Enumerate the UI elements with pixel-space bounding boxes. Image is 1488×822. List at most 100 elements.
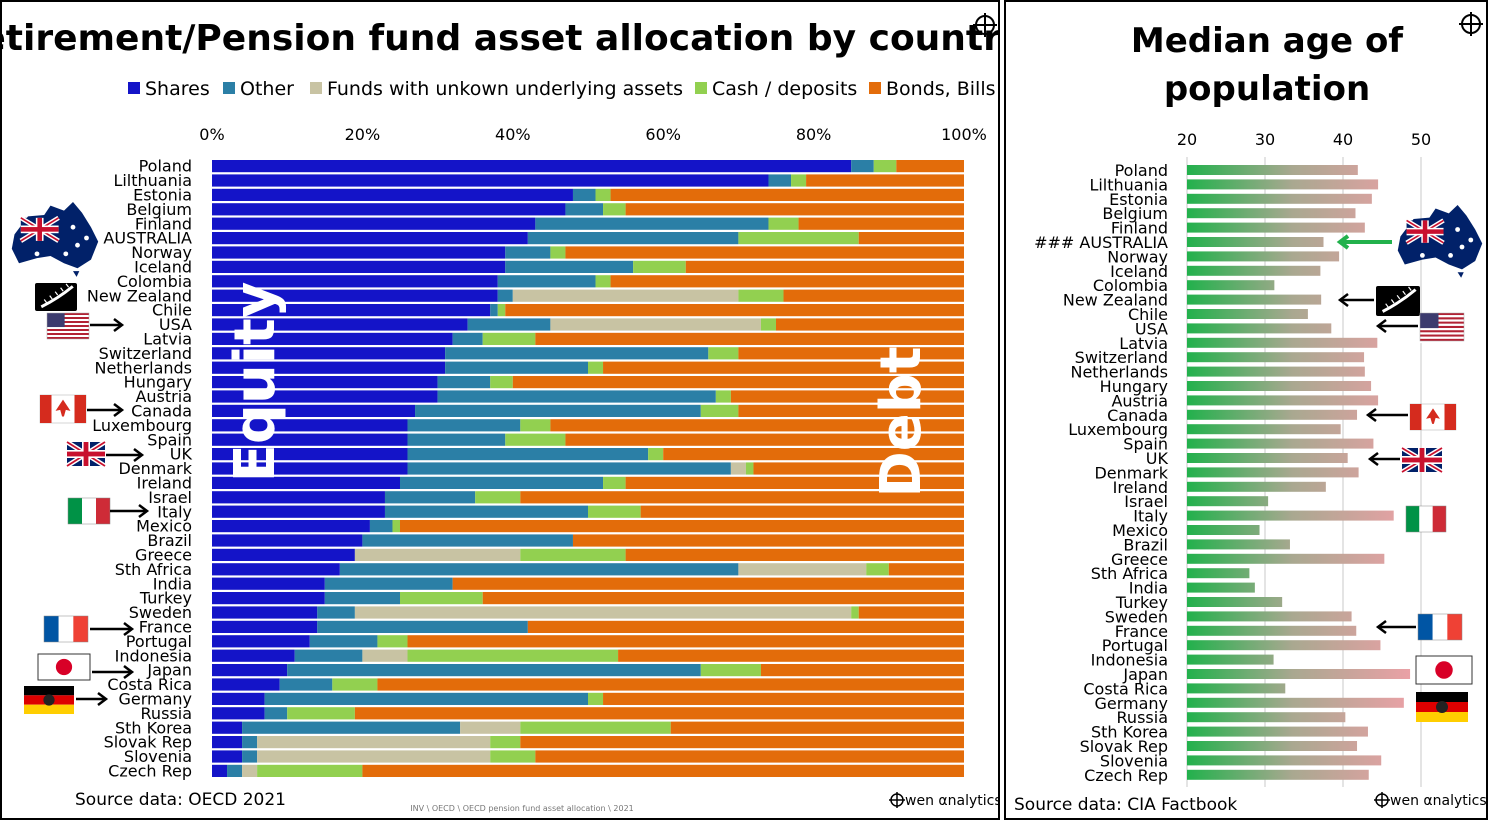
brand-text: wen αnalytics <box>1390 793 1486 809</box>
source-note: Source data: OECD 2021 <box>75 790 286 810</box>
category-label: Norway <box>1107 247 1168 266</box>
bar-segment <box>708 347 739 360</box>
bar-segment <box>625 548 964 561</box>
bar-segment <box>212 361 446 374</box>
file-path-note: INV \ OECD \ OECD pension fund asset all… <box>410 804 634 813</box>
age-bar <box>1187 726 1368 737</box>
bar-segment <box>753 462 964 475</box>
bar-segment <box>625 476 964 489</box>
bar-segment <box>768 217 799 230</box>
italy-flag-icon <box>67 497 111 525</box>
australia-map-flag-icon <box>1397 205 1483 278</box>
age-bar <box>1187 438 1374 449</box>
category-label: Germany <box>118 690 192 709</box>
category-label: Slovenia <box>124 747 192 766</box>
category-labels: PolandLilthuaniaEstoniaBelgiumFinlandAUS… <box>87 157 193 781</box>
pointer-arrow-icon <box>1367 452 1400 466</box>
category-label: Russia <box>1117 708 1168 727</box>
category-label: USA <box>1135 319 1168 338</box>
bar-segment <box>212 592 325 605</box>
category-label: Switzerland <box>1075 348 1168 367</box>
bar-segment <box>279 678 333 691</box>
bar-segment <box>475 491 521 504</box>
bar-segment <box>768 174 792 187</box>
bar-segment <box>212 203 566 216</box>
bar-segment <box>212 419 408 432</box>
bar-segment <box>212 491 385 504</box>
category-label: Switzerland <box>99 344 192 363</box>
category-label: Canada <box>1107 406 1168 425</box>
age-bar <box>1187 409 1358 420</box>
bar-segment <box>633 260 686 273</box>
median-age-chart: Median age of population 20 30 40 50 Poland… <box>1014 12 1487 815</box>
age-bar <box>1187 741 1358 751</box>
category-label: Colombia <box>1093 276 1168 295</box>
bar-segment <box>858 232 964 245</box>
category-label: Slovak Rep <box>1080 737 1168 756</box>
bar-segment <box>490 750 536 763</box>
category-label: Sth Africa <box>115 560 192 579</box>
category-label: Denmark <box>118 459 192 478</box>
category-label: Portugal <box>1102 636 1168 655</box>
pointer-arrow-icon <box>1337 293 1374 307</box>
category-label: Greece <box>1111 550 1168 569</box>
bar-segment <box>588 361 604 374</box>
bar-segment <box>354 606 852 619</box>
bar-segment <box>324 592 400 605</box>
category-label: Estonia <box>133 186 192 205</box>
bar-segment <box>212 577 325 590</box>
bar-segment <box>212 707 265 720</box>
bar-segment <box>760 318 776 331</box>
bar-segment <box>873 160 897 173</box>
bar-segment <box>369 520 393 533</box>
bar-segment <box>212 462 408 475</box>
category-label: Brazil <box>1123 535 1168 554</box>
category-label: Lilthuania <box>1089 175 1168 194</box>
japan-flag-icon <box>37 653 91 681</box>
legend-label: Shares <box>145 78 210 100</box>
bar-segment <box>212 548 355 561</box>
bar-segment <box>610 275 964 288</box>
bar-segment <box>384 505 588 518</box>
bar-segment <box>565 246 964 259</box>
bar-segment <box>851 606 859 619</box>
category-label: Turkey <box>139 589 192 608</box>
category-label: India <box>1129 579 1168 598</box>
category-label: Chile <box>152 301 192 320</box>
bar-segment <box>212 764 228 777</box>
category-label: Ireland <box>1113 478 1168 497</box>
category-label: Colombia <box>117 272 192 291</box>
median-age-title-line2: population <box>1164 69 1370 109</box>
bar-segment <box>670 721 964 734</box>
bar-segment <box>738 347 964 360</box>
bar-segment <box>377 678 964 691</box>
legend-item: Other <box>223 78 294 100</box>
bar-segment <box>212 721 243 734</box>
category-label: Hungary <box>124 373 192 392</box>
debt-annotation: Debt <box>869 346 934 497</box>
bar-segment <box>212 664 288 677</box>
category-label: Hungary <box>1100 377 1168 396</box>
bar-segment <box>467 318 551 331</box>
median-age-panel: Median age of population 20 30 40 50 Poland… <box>1004 0 1488 820</box>
bar-segment <box>212 404 416 417</box>
bar-segment <box>242 736 258 749</box>
age-bar <box>1187 395 1379 406</box>
category-label: Latvia <box>143 330 192 349</box>
bar-segment <box>738 563 867 576</box>
bar-segment <box>294 649 363 662</box>
bar-segment <box>497 304 506 317</box>
bar-segment <box>482 592 964 605</box>
category-label: Sth Africa <box>1091 564 1168 583</box>
legend-swatch <box>223 82 235 94</box>
age-bar <box>1187 568 1250 579</box>
bar-segment <box>407 419 521 432</box>
bar-segment <box>354 707 964 720</box>
bar-segment <box>535 750 964 763</box>
category-label: Spain <box>1123 435 1168 454</box>
bar-segment <box>776 318 964 331</box>
category-label: Germany <box>1094 694 1168 713</box>
bar-segment <box>212 188 573 201</box>
age-bar <box>1187 654 1274 665</box>
pointer-arrow-icon <box>90 622 135 636</box>
